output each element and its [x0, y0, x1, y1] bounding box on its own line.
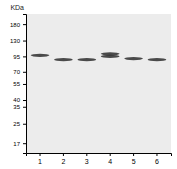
tick: 95 [13, 54, 26, 60]
tick-label: 3 [85, 158, 89, 165]
axis-title: KDa [10, 4, 24, 11]
tick: 5 [132, 153, 136, 165]
marks [31, 52, 167, 61]
tick-label: 5 [132, 158, 136, 165]
band [148, 58, 167, 61]
tick: 70 [13, 69, 26, 75]
tick-mark [23, 84, 26, 85]
tick-mark [86, 153, 87, 156]
tick-mark [133, 153, 134, 156]
tick: 40 [13, 97, 26, 103]
tick-mark [40, 153, 41, 156]
tick-label: 55 [13, 81, 20, 87]
tick: 3 [85, 153, 89, 165]
tick: 2 [61, 153, 65, 165]
tick-label: 180 [10, 22, 21, 28]
plot-area [26, 14, 171, 153]
tick-label: 17 [13, 141, 20, 147]
tick-mark [23, 143, 26, 144]
tick-mark [23, 124, 26, 125]
tick: 55 [13, 81, 26, 87]
tick: 1 [38, 153, 42, 165]
tick: 180 [10, 22, 26, 28]
tick: 25 [13, 121, 26, 127]
tick-mark [23, 72, 26, 73]
tick-label: 6 [155, 158, 159, 165]
tick-label: 130 [10, 38, 21, 44]
tick-label: 1 [38, 158, 42, 165]
tick-mark [23, 56, 26, 57]
tick-mark [156, 153, 157, 156]
y-axis: 180 130 95 70 55 4035 25 17 [10, 15, 27, 154]
tick: 35 [13, 104, 26, 110]
tick-label: 95 [13, 54, 20, 60]
tick-mark [23, 107, 26, 108]
tick: 130 [10, 38, 26, 44]
band [77, 58, 96, 61]
tick-label: 35 [13, 104, 20, 110]
tick-label: 2 [61, 158, 65, 165]
axis-line [27, 154, 172, 157]
tick: 6 [155, 153, 159, 165]
tick-label: 25 [13, 121, 20, 127]
tick-mark [23, 24, 26, 25]
tick: 4 [108, 153, 112, 165]
tick-label: 40 [13, 97, 20, 103]
tick-mark [63, 153, 64, 156]
band [54, 58, 73, 61]
tick-label: 70 [13, 69, 20, 75]
chart: 180 130 95 70 55 4035 25 17 1 2 3 4 5 6 KDa [0, 0, 177, 169]
axis-line [23, 15, 27, 154]
x-axis: 1 2 3 4 5 6 [27, 153, 172, 165]
band [31, 54, 50, 57]
tick-mark [23, 41, 26, 42]
tick-mark [23, 100, 26, 101]
tick-label: 4 [108, 158, 112, 165]
band [124, 57, 143, 60]
band [101, 52, 120, 55]
tick-mark [110, 153, 111, 156]
tick: 17 [13, 141, 26, 147]
